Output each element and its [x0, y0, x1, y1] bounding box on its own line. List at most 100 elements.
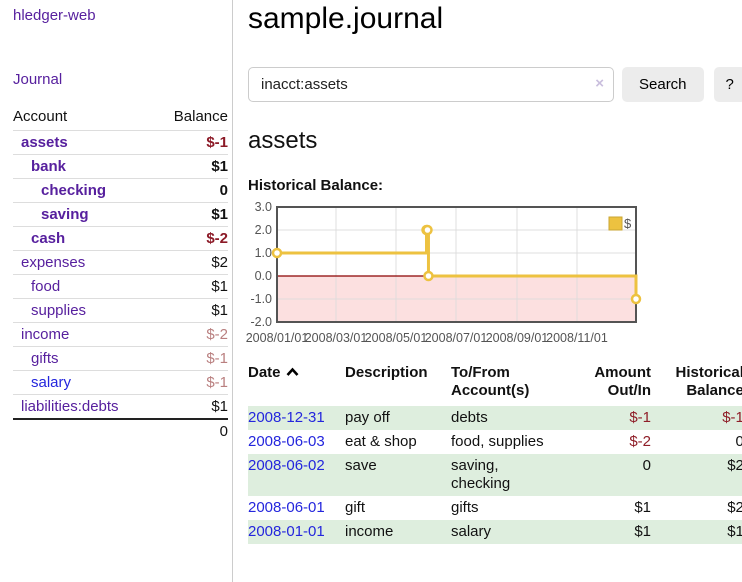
- search-row: × Search ?: [248, 67, 742, 102]
- account-link[interactable]: bank: [31, 158, 67, 175]
- transaction-date-link[interactable]: 2008-06-03: [248, 433, 325, 450]
- accounts-col-balance: Balance: [173, 108, 228, 125]
- account-link[interactable]: salary: [31, 374, 72, 391]
- chart-title: Historical Balance:: [248, 177, 384, 194]
- transaction-amount: $1: [634, 499, 651, 516]
- transaction-accounts: saving, checking: [451, 457, 511, 492]
- account-link[interactable]: cash: [31, 230, 66, 247]
- transaction-accounts: food, supplies: [451, 433, 544, 450]
- historical-balance-chart: $3.0 2.0 1.0 0.0 -1.0 -2.0 2008/01/01 2008/03/0…: [246, 200, 742, 349]
- svg-text:-1.0: -1.0: [250, 292, 272, 306]
- account-balance: $-1: [155, 370, 228, 395]
- transaction-description: pay off: [345, 409, 390, 426]
- svg-text:2008/01/01: 2008/01/01: [246, 331, 309, 345]
- register-table: Date Description To/From Account(s) Amoun…: [248, 362, 742, 544]
- svg-text:$: $: [624, 216, 632, 231]
- register-col-amount: Amount Out/In: [594, 364, 651, 399]
- account-link[interactable]: saving: [41, 206, 89, 223]
- account-heading: assets: [248, 127, 318, 154]
- page-title: sample.journal: [248, 2, 444, 35]
- accounts-table-body: assets $-1 bank $1 checking 0 saving $1 …: [13, 130, 228, 419]
- account-balance: $-2: [155, 226, 228, 251]
- account-row: income $-2: [13, 322, 228, 347]
- svg-text:3.0: 3.0: [255, 200, 272, 214]
- transaction-balance: 0: [735, 433, 742, 450]
- account-link[interactable]: income: [21, 326, 70, 343]
- register-row: 2008-06-01 gift gifts $1 $2: [248, 496, 742, 520]
- account-link[interactable]: checking: [41, 182, 107, 199]
- account-balance: $2: [155, 250, 228, 275]
- transaction-accounts: debts: [451, 409, 488, 426]
- journal-link[interactable]: Journal: [13, 71, 63, 88]
- register-row: 2008-01-01 income salary $1 $1: [248, 520, 742, 544]
- account-row: checking 0: [13, 178, 228, 203]
- clear-search-icon[interactable]: ×: [595, 75, 604, 92]
- register-table-body: 2008-12-31 pay off debts $-1 $-1 2008-06…: [248, 406, 742, 544]
- register-col-account: To/From Account(s): [451, 364, 530, 399]
- svg-text:2008/07/01: 2008/07/01: [425, 331, 488, 345]
- account-link[interactable]: supplies: [31, 302, 87, 319]
- transaction-date-link[interactable]: 2008-06-01: [248, 499, 325, 516]
- search-button[interactable]: Search: [622, 67, 704, 102]
- accounts-total-spacer: [13, 418, 156, 443]
- svg-text:-2.0: -2.0: [250, 315, 272, 329]
- transaction-description: income: [345, 523, 394, 540]
- account-balance: $1: [155, 274, 228, 299]
- transaction-accounts: salary: [451, 523, 492, 540]
- account-link[interactable]: expenses: [21, 254, 86, 271]
- svg-text:2.0: 2.0: [255, 223, 272, 237]
- transaction-balance: $1: [727, 523, 742, 540]
- transaction-description: save: [345, 457, 377, 474]
- account-balance: $1: [155, 154, 228, 179]
- app-title-link[interactable]: hledger-web: [13, 7, 96, 24]
- transaction-amount: $1: [634, 523, 651, 540]
- register-col-date[interactable]: Date: [248, 362, 345, 406]
- svg-text:0.0: 0.0: [255, 269, 272, 283]
- accounts-table-header: Account Balance: [13, 106, 228, 131]
- account-row: gifts $-1: [13, 346, 228, 371]
- accounts-total-row: 0: [13, 418, 228, 443]
- account-row: expenses $2: [13, 250, 228, 275]
- transaction-description: eat & shop: [345, 433, 417, 450]
- account-balance: 0: [155, 178, 228, 203]
- account-balance: $-1: [155, 346, 228, 371]
- account-balance: $1: [155, 394, 228, 419]
- app-title: hledger-web: [13, 7, 228, 24]
- register-row: 2008-06-03 eat & shop food, supplies $-2…: [248, 430, 742, 454]
- transaction-balance: $-1: [722, 409, 742, 426]
- transaction-amount: $-1: [629, 409, 651, 426]
- transaction-amount: 0: [642, 457, 651, 474]
- account-link[interactable]: assets: [21, 134, 68, 151]
- help-button[interactable]: ?: [713, 67, 742, 102]
- svg-text:2008/11/01: 2008/11/01: [546, 331, 608, 345]
- transaction-balance: $2: [727, 457, 742, 474]
- transaction-date-link[interactable]: 2008-01-01: [248, 523, 325, 540]
- account-link[interactable]: gifts: [31, 350, 59, 367]
- account-link[interactable]: food: [31, 278, 61, 295]
- account-row: bank $1: [13, 154, 228, 179]
- accounts-table: Account Balance assets $-1 bank $1 check…: [13, 106, 228, 443]
- search-input[interactable]: [248, 67, 614, 102]
- transaction-date-link[interactable]: 2008-12-31: [248, 409, 325, 426]
- nav-journal: Journal: [13, 71, 228, 88]
- account-row: cash $-2: [13, 226, 228, 251]
- account-balance: $-1: [155, 130, 228, 155]
- accounts-total-value: 0: [155, 418, 228, 443]
- account-balance: $-2: [155, 322, 228, 347]
- account-row: saving $1: [13, 202, 228, 227]
- account-row: assets $-1: [13, 130, 228, 155]
- transaction-date-link[interactable]: 2008-06-02: [248, 457, 325, 474]
- account-link[interactable]: liabilities:debts: [21, 398, 119, 415]
- svg-text:2008/03/01: 2008/03/01: [305, 331, 368, 345]
- register-col-description: Description: [345, 364, 428, 381]
- svg-text:1.0: 1.0: [255, 246, 272, 260]
- transaction-amount: $-2: [629, 433, 651, 450]
- svg-text:2008/05/01: 2008/05/01: [365, 331, 428, 345]
- svg-text:2008/09/01: 2008/09/01: [486, 331, 549, 345]
- search-box: ×: [248, 67, 614, 102]
- transaction-accounts: gifts: [451, 499, 479, 516]
- accounts-col-account: Account: [13, 108, 68, 125]
- account-row: food $1: [13, 274, 228, 299]
- sort-asc-chevron-up-icon[interactable]: [286, 364, 299, 382]
